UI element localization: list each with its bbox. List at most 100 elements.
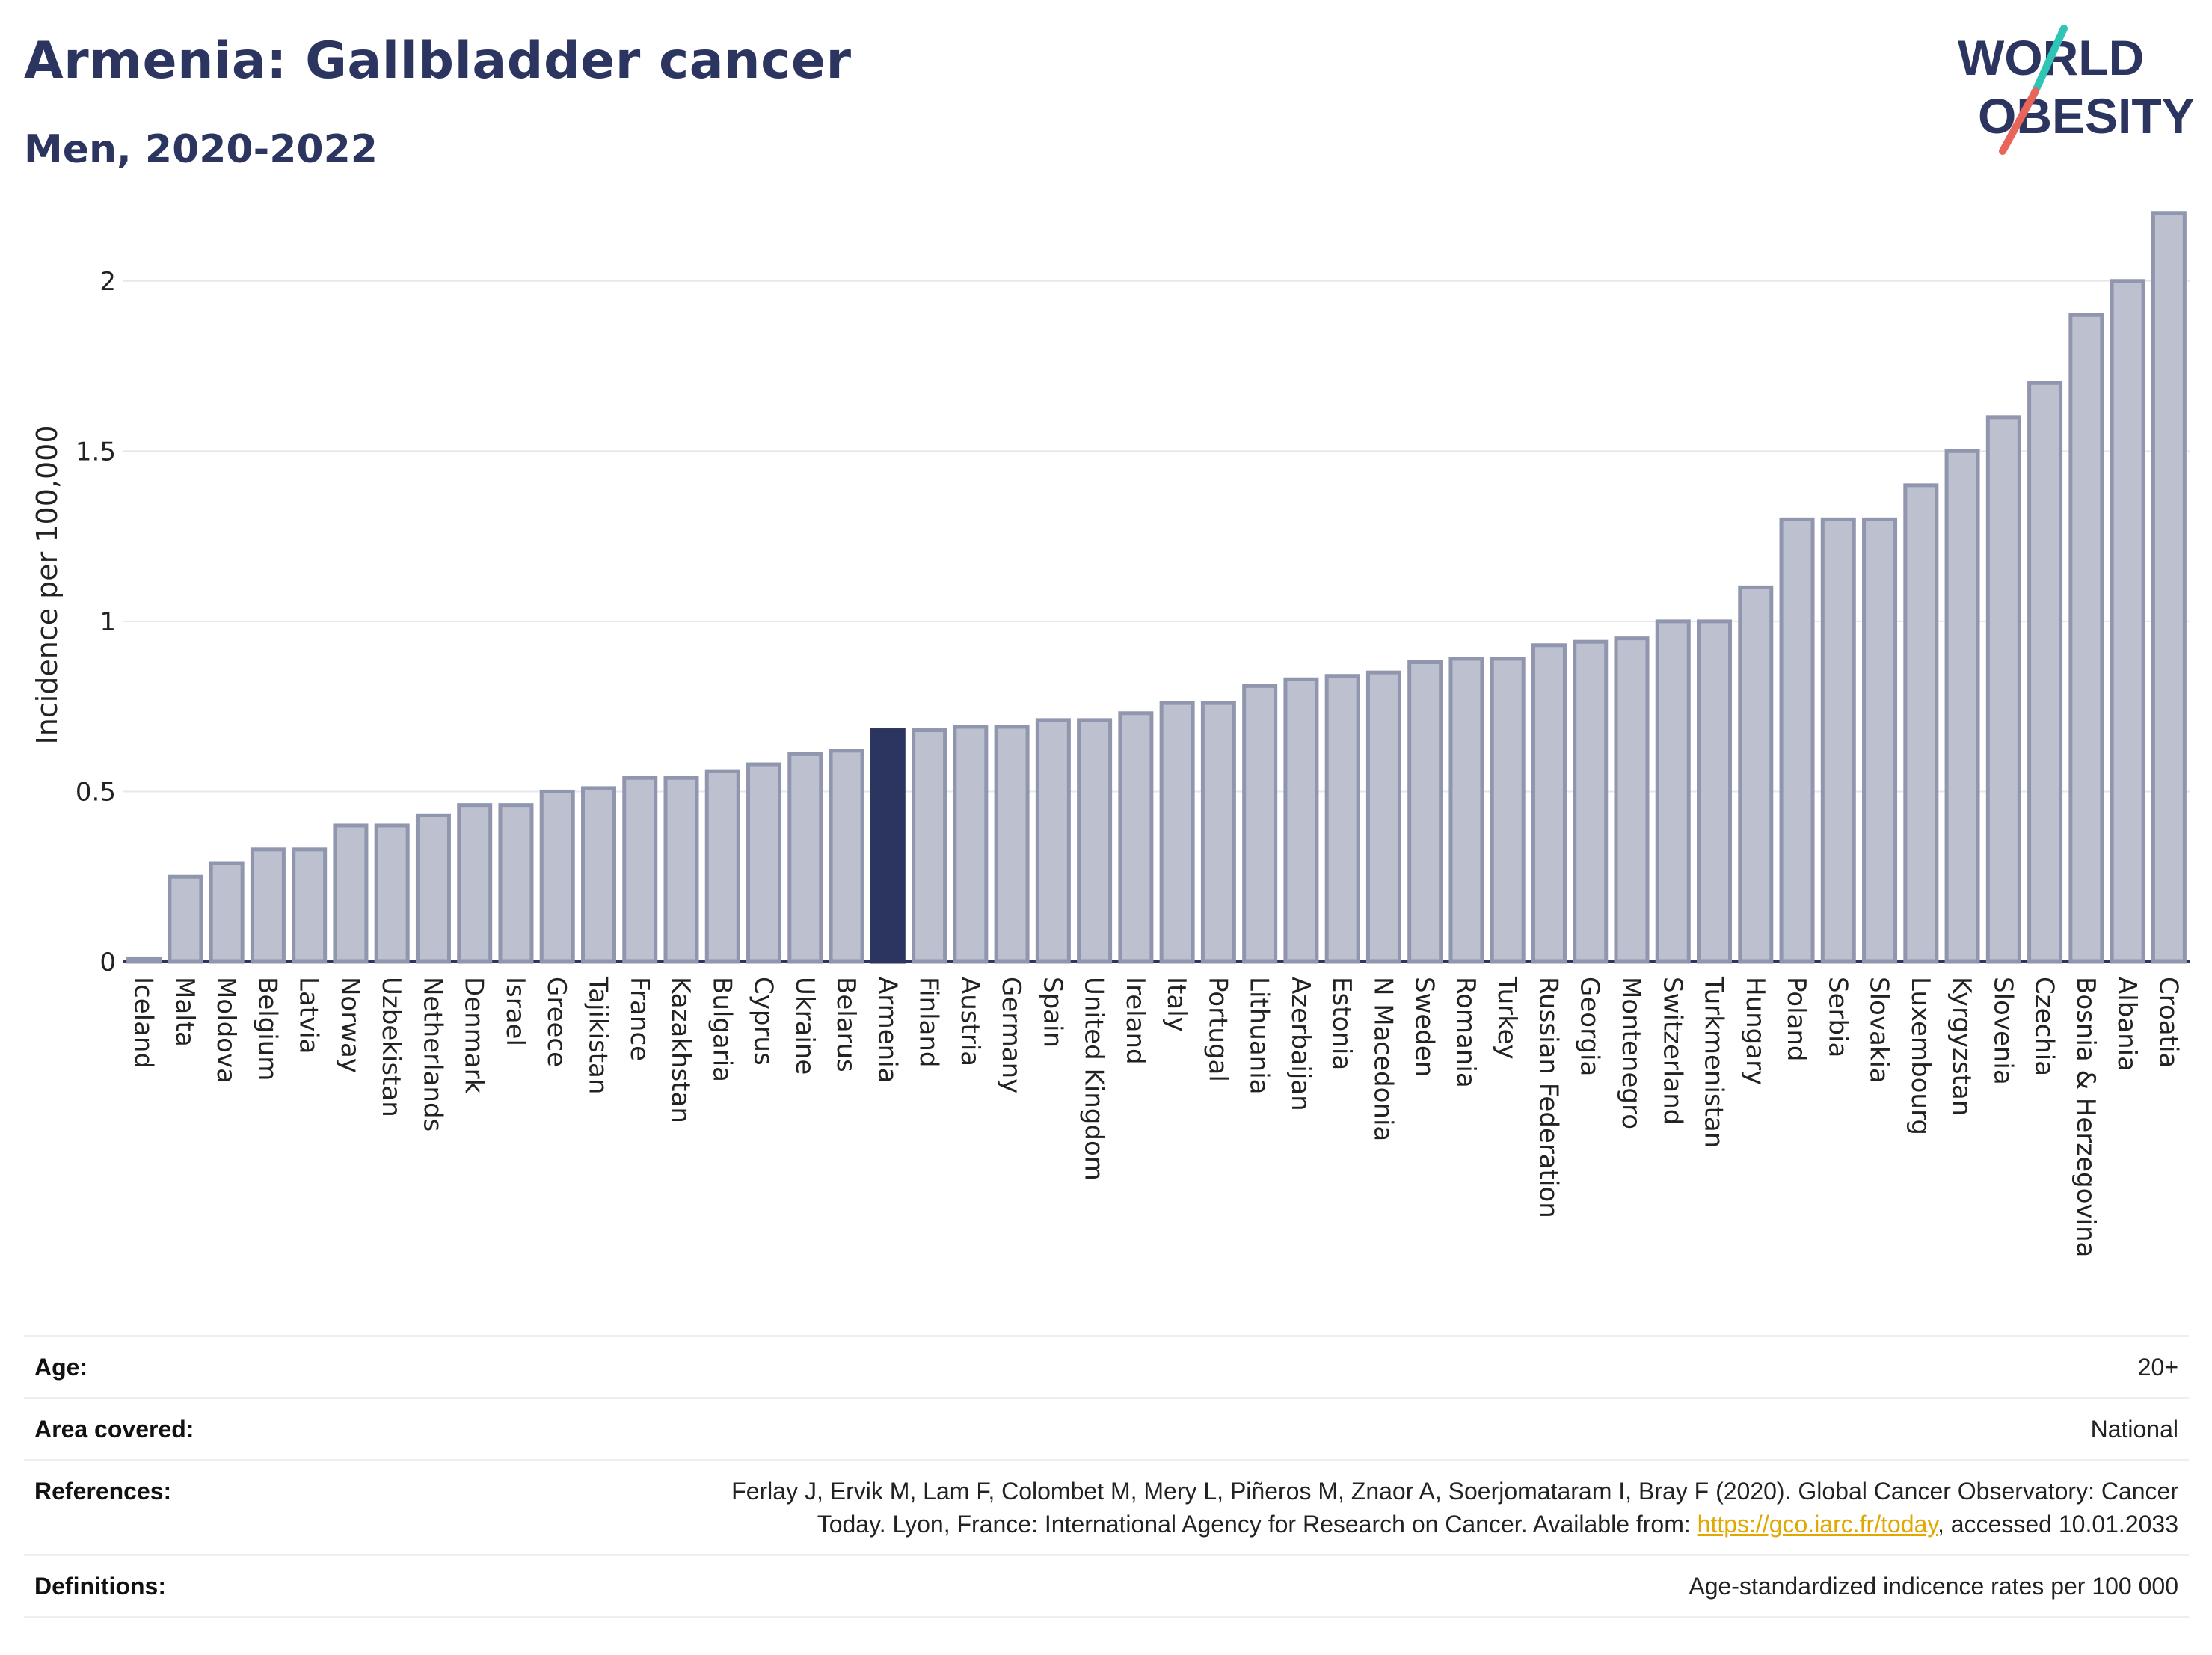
bar-serbia <box>1820 517 1856 964</box>
bar-israel <box>498 803 534 964</box>
bar-poland <box>1779 517 1815 964</box>
page-subtitle: Men, 2020-2022 <box>24 127 378 172</box>
bar-slovakia <box>1862 517 1898 964</box>
bar-hungary <box>1738 585 1774 964</box>
x-tick-label: Czechia <box>2030 977 2059 1076</box>
bar-greece <box>539 789 575 964</box>
bar-russian-federation <box>1531 643 1567 964</box>
bar-sweden <box>1407 660 1443 964</box>
bar-kyrgyzstan <box>1944 449 1980 964</box>
bar-armenia <box>870 728 906 964</box>
x-tick-labels: Iceland Malta Moldova Belgium Latvia Norway Uz… <box>129 976 2184 1257</box>
bar-bosnia-herzegovina <box>2068 313 2104 964</box>
bar-france <box>622 776 658 964</box>
x-tick-label: Switzerland <box>1657 977 1687 1125</box>
x-tick-label: Netherlands <box>417 977 447 1132</box>
age-value: 20+ <box>2137 1354 2178 1381</box>
x-tick-label: Belarus <box>831 977 861 1072</box>
bar-chart: 0 0.5 1 1.5 2 Iceland Malta Moldova Belgium Latv… <box>31 211 2190 1257</box>
references-line2-post: , accessed 10.01.2033 <box>1937 1511 2178 1538</box>
x-tick-label: Bulgaria <box>707 977 737 1082</box>
bar-romania <box>1448 657 1484 964</box>
x-tick-label: Luxembourg <box>1905 977 1935 1135</box>
x-tick-label: Slovakia <box>1864 977 1894 1084</box>
x-tick-label: Portugal <box>1202 977 1232 1082</box>
bar-lithuania <box>1242 684 1278 964</box>
x-tick-label: Turkey <box>1492 976 1522 1060</box>
bar-belgium <box>250 847 286 964</box>
x-tick-label: Armenia <box>872 977 902 1084</box>
x-tick-label: Israel <box>500 977 530 1046</box>
bar-ukraine <box>787 752 823 964</box>
info-table: Age: 20+ Area covered: National Referenc… <box>24 1335 2189 1618</box>
bars <box>126 211 2187 964</box>
bar-united-kingdom <box>1077 718 1113 964</box>
x-tick-label: Iceland <box>129 977 159 1069</box>
page-title: Armenia: Gallbladder cancer <box>24 31 852 90</box>
x-tick-label: Finland <box>914 977 944 1068</box>
x-tick-label: Sweden <box>1410 977 1440 1077</box>
bar-norway <box>333 823 369 964</box>
bar-austria <box>953 725 989 964</box>
bar-spain <box>1035 718 1071 964</box>
x-tick-label: Kazakhstan <box>666 977 695 1123</box>
bar-azerbaijan <box>1283 677 1319 964</box>
x-tick-label: Albania <box>2112 977 2142 1072</box>
definitions-value: Age-standardized indicence rates per 100… <box>1689 1573 2178 1600</box>
bar-moldova <box>209 861 245 964</box>
x-tick-label: Uzbekistan <box>376 977 406 1117</box>
info-row-definitions: Definitions: Age-standardized indicence … <box>24 1554 2189 1618</box>
y-tick-label: 0.5 <box>76 777 116 807</box>
x-tick-label: Cyprus <box>749 977 778 1066</box>
x-tick-label: Estonia <box>1327 977 1357 1070</box>
age-label: Age: <box>34 1354 88 1381</box>
x-tick-label: Lithuania <box>1244 977 1274 1094</box>
x-tick-label: Slovenia <box>1988 977 2018 1085</box>
x-tick-label: Malta <box>170 977 200 1047</box>
x-tick-label: Tajikistan <box>583 976 612 1094</box>
bar-latvia <box>292 847 328 964</box>
y-tick-label: 0 <box>99 948 116 977</box>
definitions-label: Definitions: <box>34 1573 166 1600</box>
y-tick-label: 1.5 <box>76 437 116 467</box>
info-row-references: References: Ferlay J, Ervik M, Lam F, Co… <box>24 1459 2189 1554</box>
x-tick-label: Croatia <box>2153 977 2183 1068</box>
bar-n-macedonia <box>1365 670 1401 964</box>
y-tick-label: 1 <box>99 607 116 637</box>
bar-portugal <box>1200 701 1236 964</box>
references-link[interactable]: https://gco.iarc.fr/today <box>1697 1511 1938 1538</box>
info-row-age: Age: 20+ <box>24 1335 2189 1397</box>
bar-germany <box>994 725 1030 964</box>
bar-netherlands <box>415 813 451 964</box>
x-tick-label: Denmark <box>459 977 489 1094</box>
bar-cyprus <box>746 762 782 964</box>
world-obesity-logo: WORLD OBESITY <box>1958 25 2195 155</box>
x-tick-label: Norway <box>335 977 365 1073</box>
x-tick-label: Moldova <box>211 977 241 1084</box>
x-tick-label: Turkmenistan <box>1699 976 1729 1148</box>
x-tick-label: Romania <box>1451 977 1481 1088</box>
bar-turkmenistan <box>1697 619 1733 964</box>
x-tick-label: Latvia <box>294 977 324 1054</box>
bar-malta <box>168 874 203 964</box>
bar-belarus <box>829 749 864 964</box>
bar-italy <box>1159 701 1195 964</box>
x-tick-label: Ireland <box>1120 977 1150 1065</box>
x-tick-label: Poland <box>1781 977 1811 1062</box>
references-line2-pre: Today. Lyon, France: International Agenc… <box>817 1511 1698 1538</box>
bar-slovenia <box>1985 415 2021 964</box>
bar-iceland <box>126 956 162 964</box>
y-tick-label: 2 <box>99 267 116 297</box>
x-tick-label: Greece <box>541 977 571 1067</box>
x-tick-label: Montenegro <box>1616 977 1646 1129</box>
bar-turkey <box>1490 657 1526 964</box>
bar-finland <box>912 728 947 964</box>
area-label: Area covered: <box>34 1416 194 1443</box>
references-label: References: <box>34 1478 172 1505</box>
x-tick-label: Serbia <box>1822 977 1852 1057</box>
bar-tajikistan <box>580 786 616 964</box>
x-tick-label: Russian Federation <box>1533 977 1563 1218</box>
logo-slash-teal <box>2029 25 2068 101</box>
references-value: Ferlay J, Ervik M, Lam F, Colombet M, Me… <box>731 1475 2178 1541</box>
area-value: National <box>2090 1416 2178 1443</box>
